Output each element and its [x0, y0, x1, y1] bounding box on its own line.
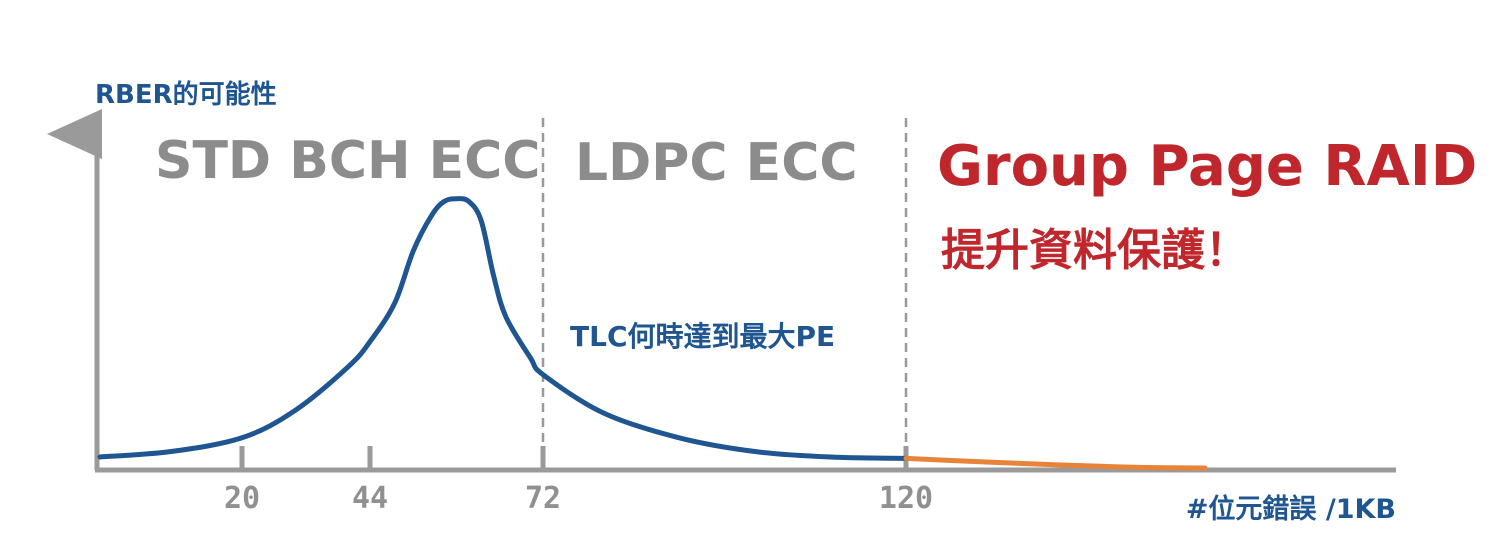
x-ticks: 20 44 72 120 — [224, 446, 933, 516]
region-label-raid: Group Page RAID — [937, 134, 1477, 199]
region-label-ldpc: LDPC ECC — [575, 133, 858, 193]
region-boundaries — [541, 118, 908, 468]
x-tick-label-72: 72 — [525, 481, 561, 516]
annotation-max-pe: TLC何時達到最大PE — [570, 320, 835, 353]
series-line-0 — [97, 196, 909, 461]
curves — [97, 196, 1208, 471]
x-tick-label-44: 44 — [352, 481, 388, 516]
x-tick-label-120: 120 — [879, 481, 933, 516]
x-tick-label-20: 20 — [224, 481, 260, 516]
series-line-1 — [903, 455, 1208, 471]
y-axis-label: RBER的可能性 — [95, 79, 277, 110]
region-sublabel-raid: 提升資料保護！ — [941, 225, 1249, 276]
x-axis-label: #位元錯誤 /1KB — [1186, 493, 1396, 525]
region-label-bch: STD BCH ECC — [155, 131, 540, 191]
